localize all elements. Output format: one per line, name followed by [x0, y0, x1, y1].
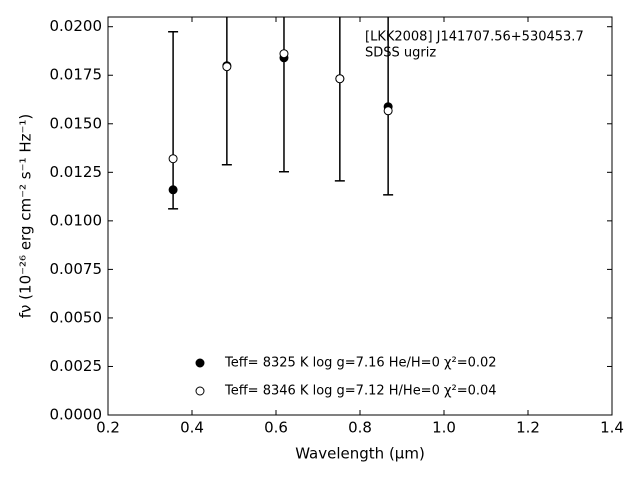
legend-marker [195, 386, 205, 396]
data-point [335, 74, 345, 84]
y-tick-label: 0.0025 [50, 357, 103, 375]
legend-marker [195, 358, 205, 368]
plot-area [168, 17, 394, 210]
x-tick-label: 1.4 [600, 419, 624, 437]
data-point [222, 62, 232, 72]
x-tick-label: 0.2 [96, 419, 120, 437]
x-tick-label: 0.6 [264, 419, 288, 437]
data-point [168, 185, 178, 195]
y-tick-label: 0.0075 [50, 260, 103, 278]
error-bar [383, 17, 394, 196]
error-bar [168, 31, 179, 210]
legend-label: Teff= 8325 K log g=7.16 He/H=0 χ²=0.02 [224, 356, 497, 371]
x-axis-label: Wavelength (μm) [295, 445, 425, 463]
y-tick-label: 0.0150 [50, 114, 103, 132]
legend-label: Teff= 8346 K log g=7.12 H/He=0 χ²=0.04 [224, 384, 497, 399]
x-tick-label: 0.4 [180, 419, 204, 437]
y-tick-label: 0.0000 [50, 406, 103, 424]
y-tick-label: 0.0050 [50, 308, 103, 326]
annotation: SDSS ugriz [365, 46, 436, 61]
y-axis-label: fν (10⁻²⁶ erg cm⁻² s⁻¹ Hz⁻¹) [17, 114, 35, 319]
data-point [279, 49, 289, 59]
y-tick-label: 0.0125 [50, 163, 103, 181]
y-tick-label: 0.0100 [50, 211, 103, 229]
annotation: [LKK2008] J141707.56+530453.7 [365, 30, 584, 45]
x-tick-label: 1.0 [432, 419, 456, 437]
error-bar [334, 17, 345, 182]
x-tick-label: 1.2 [516, 419, 540, 437]
error-bar [278, 17, 289, 173]
data-point [168, 154, 178, 164]
y-tick-label: 0.0200 [50, 17, 103, 35]
x-tick-label: 0.8 [348, 419, 372, 437]
data-point [383, 106, 393, 116]
error-bar [221, 17, 232, 166]
y-tick-label: 0.0175 [50, 66, 103, 84]
